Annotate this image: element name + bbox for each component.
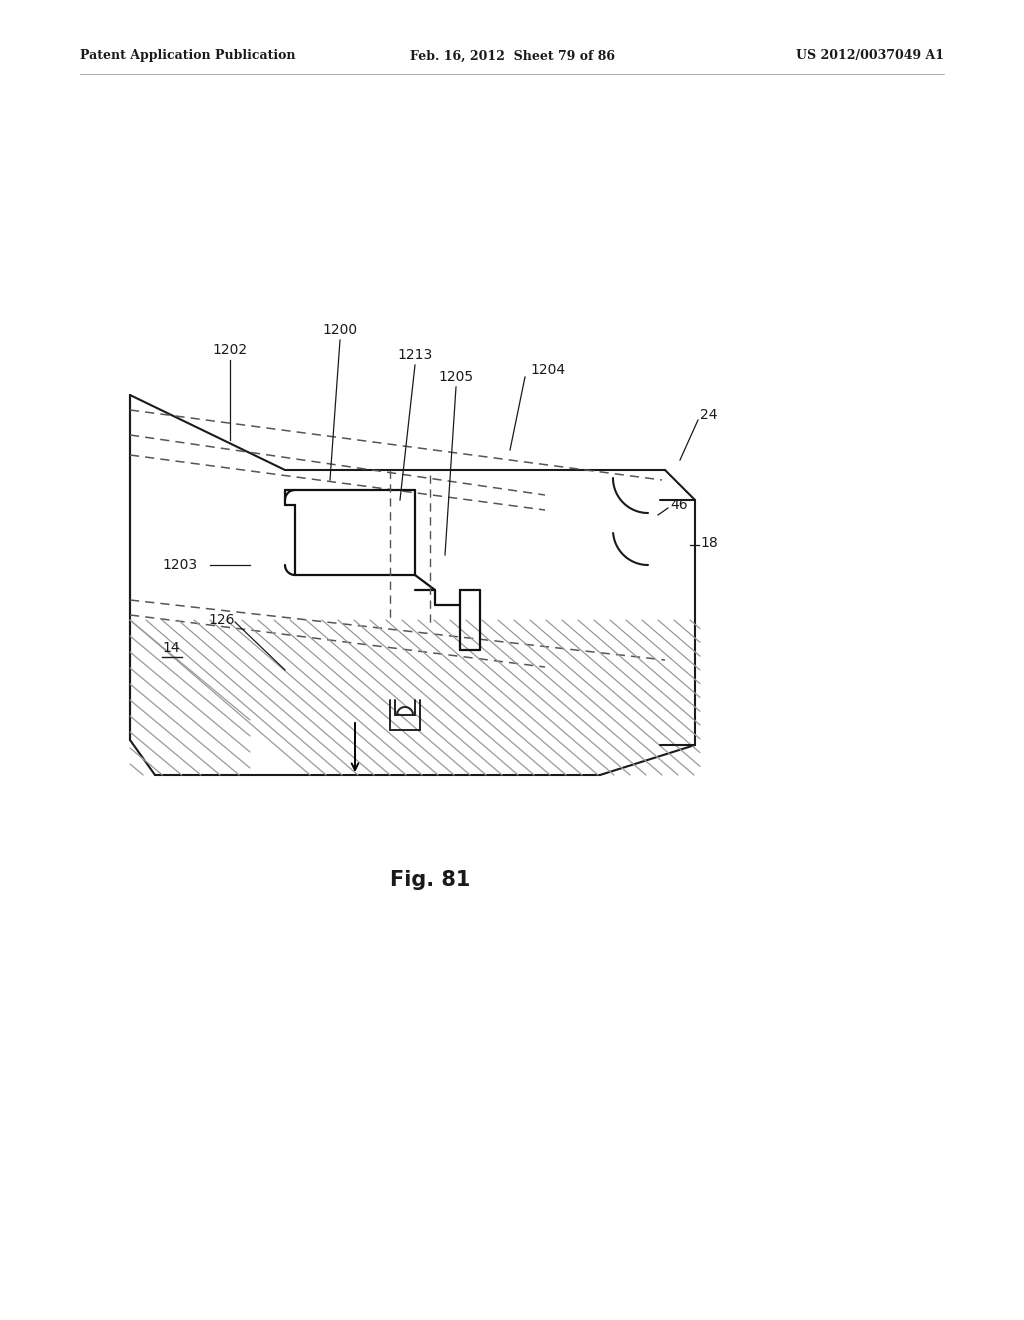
Text: 46: 46 [670,498,688,512]
Text: 24: 24 [700,408,718,422]
Text: 1213: 1213 [397,348,432,362]
Text: 1203: 1203 [162,558,198,572]
Text: 1205: 1205 [438,370,473,384]
Polygon shape [130,395,695,775]
Text: Feb. 16, 2012  Sheet 79 of 86: Feb. 16, 2012 Sheet 79 of 86 [410,49,614,62]
Text: 14: 14 [162,642,179,655]
Text: 1202: 1202 [212,343,248,356]
Text: 1204: 1204 [530,363,565,378]
Text: Patent Application Publication: Patent Application Publication [80,49,296,62]
Text: US 2012/0037049 A1: US 2012/0037049 A1 [796,49,944,62]
Text: 1200: 1200 [323,323,357,337]
Text: 126: 126 [208,612,234,627]
Text: 18: 18 [700,536,718,550]
Text: Fig. 81: Fig. 81 [390,870,470,890]
